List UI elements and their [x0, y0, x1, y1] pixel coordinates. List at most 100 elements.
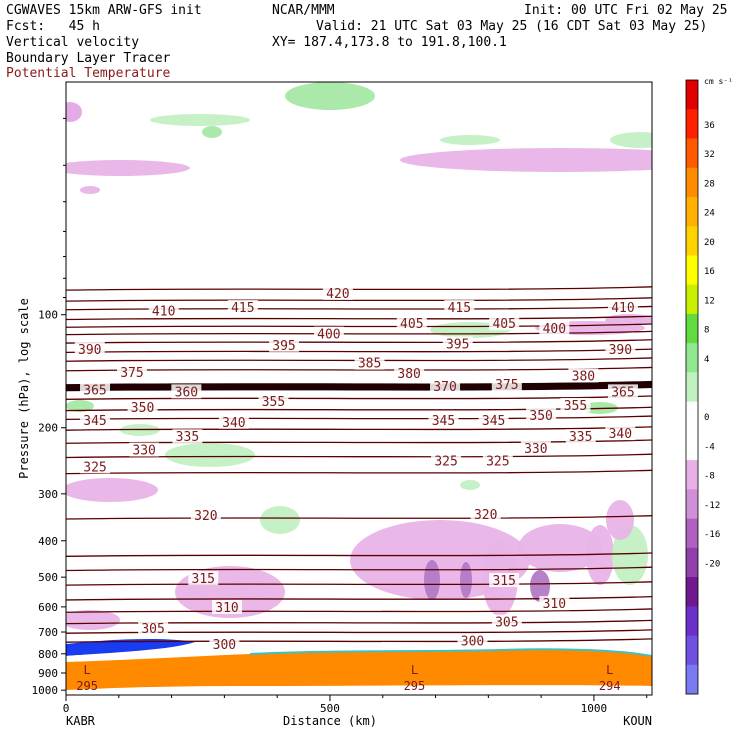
axes: 100 200 300 400 500 600 700 800 900 1000 0 500 1000 D…	[17, 117, 652, 728]
colorbar-label-13: -16	[704, 530, 720, 540]
colorbar-label-9: 0	[704, 413, 709, 423]
theta-label-5: 405	[400, 317, 423, 332]
field-boundary-layer-tracer: Boundary Layer Tracer	[6, 51, 171, 66]
w-blob-13	[66, 478, 158, 502]
w-blob-2	[400, 148, 652, 172]
init-time: Init: 00 UTC Fri 02 May 25	[524, 3, 728, 18]
theta-label-bg-38	[190, 508, 221, 523]
theta-label-bg-29	[478, 413, 509, 428]
theta-labels: 420 410 415 415 410 405 405 400 400 390 395 395 390 3…	[74, 285, 638, 653]
theta-label-24: 355	[564, 399, 587, 414]
theta-label-26: 345	[83, 414, 106, 429]
theta-label-bg-27	[218, 414, 249, 429]
w-blob-11	[202, 126, 222, 138]
right-endpoint-label: KOUN	[623, 714, 652, 728]
model-title: CGWAVES 15km ARW-GFS init	[6, 3, 202, 18]
theta-label-14: 375	[120, 366, 143, 381]
theta-label-1: 410	[152, 304, 175, 319]
theta-label-bg-30	[172, 429, 203, 444]
theta-label-bg-31	[565, 429, 596, 444]
theta-label-bg-17	[80, 382, 111, 397]
low-level-jet	[66, 638, 195, 656]
y-tick-label-7: 800	[38, 648, 58, 661]
theta-label-bg-33	[129, 442, 160, 457]
theta-label-45: 305	[495, 616, 518, 631]
theta-label-8: 400	[543, 322, 566, 337]
surface-low-value-2: 294	[599, 679, 621, 693]
theta-label-bg-40	[188, 571, 219, 586]
theta-line-17	[66, 453, 652, 459]
theta-label-37: 325	[486, 454, 509, 469]
surface-lows: L 295 L 295 L 294	[76, 663, 620, 693]
colorbar-swatch-1	[686, 109, 698, 139]
theta-label-28: 345	[432, 414, 455, 429]
forecast-hour: Fcst: 45 h	[6, 19, 100, 34]
w-blob-23	[612, 525, 648, 585]
colorbar-frame	[685, 79, 699, 695]
theta-label-25: 350	[529, 409, 552, 424]
surface-low-mark-1: L	[411, 663, 418, 677]
theta-label-39: 320	[474, 508, 497, 523]
theta-label-2: 415	[231, 301, 254, 316]
theta-label-bg-3	[444, 300, 475, 315]
theta-label-27: 340	[222, 416, 245, 431]
w-blob-22	[586, 525, 614, 585]
colorbar-swatch-0	[686, 80, 698, 110]
x-tick-label-0: 0	[63, 702, 70, 715]
theta-label-bg-43	[539, 596, 570, 611]
theta-label-bg-4	[607, 300, 638, 315]
w-blob-3	[66, 160, 190, 176]
theta-label-40: 315	[192, 572, 215, 587]
theta-label-42: 310	[215, 601, 238, 616]
theta-line-10	[66, 380, 652, 389]
surface-low-value-1: 295	[404, 679, 426, 693]
colorbar-swatch-19	[686, 635, 698, 666]
theta-label-bg-35	[80, 459, 111, 474]
y-tick-label-1: 200	[38, 422, 58, 435]
theta-label-bg-18	[171, 384, 202, 399]
theta-label-bg-26	[80, 413, 111, 428]
theta-label-bg-28	[428, 413, 459, 428]
field-vertical-velocity: Vertical velocity	[6, 35, 140, 50]
theta-line-20	[66, 552, 652, 557]
theta-label-bg-6	[489, 316, 520, 331]
theta-label-12: 390	[609, 343, 632, 358]
theta-label-31: 335	[569, 430, 592, 445]
theta-line-22	[66, 581, 652, 586]
w-blob-27	[66, 400, 94, 412]
theta-label-21: 365	[611, 385, 634, 400]
colorbar-label-10: -4	[704, 442, 715, 452]
theta-label-bg-16	[568, 368, 599, 383]
theta-label-0: 420	[326, 287, 349, 302]
colorbar-label-7: 8	[704, 326, 709, 336]
w-blob-1	[66, 102, 82, 122]
x-tick-label-2: 1000	[581, 702, 608, 715]
theta-label-6: 405	[492, 317, 515, 332]
bl-edge	[249, 648, 652, 657]
colorbar-label-8: 4	[704, 355, 709, 365]
theta-label-16: 380	[572, 369, 595, 384]
colorbar-swatch-8	[686, 313, 698, 344]
left-endpoint-label: KABR	[66, 714, 96, 728]
theta-label-20: 375	[495, 378, 518, 393]
theta-label-bg-23	[127, 399, 158, 414]
boundary-layer-tracer	[66, 649, 652, 690]
theta-label-38: 320	[194, 509, 217, 524]
w-blob-12	[165, 443, 255, 467]
y-tick-label-5: 600	[38, 601, 58, 614]
theta-line-4	[66, 323, 652, 328]
theta-label-bg-45	[491, 614, 522, 629]
theta-line-3	[66, 315, 652, 321]
y-tick-label-3: 400	[38, 535, 58, 548]
w-blob-9	[150, 114, 250, 126]
theta-label-43: 310	[543, 597, 566, 612]
colorbar-label-3: 24	[704, 209, 715, 219]
y-tick-label-8: 900	[38, 667, 58, 680]
theta-line-24	[66, 608, 652, 613]
theta-label-bg-7	[313, 326, 344, 341]
colorbar-swatch-4	[686, 196, 698, 227]
colorbar-label-12: -12	[704, 501, 720, 511]
theta-label-7: 400	[317, 328, 340, 343]
surface-low-mark-2: L	[606, 663, 613, 677]
